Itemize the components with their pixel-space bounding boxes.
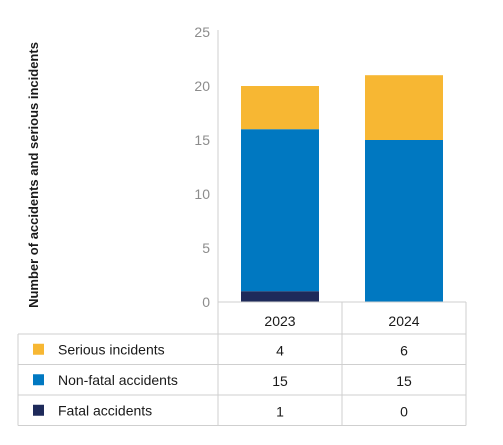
y-tick-label: 25	[194, 24, 210, 40]
bar-segment	[241, 86, 319, 130]
x-category-label: 2024	[388, 313, 419, 329]
plot-area	[241, 75, 443, 302]
y-tick-label: 15	[194, 132, 210, 148]
y-tick-label: 5	[202, 240, 210, 256]
table-cell-value: 15	[272, 373, 288, 389]
bar-segment	[365, 140, 443, 302]
table-cell-value: 6	[400, 342, 408, 358]
y-tick-label: 10	[194, 186, 210, 202]
legend-swatch	[33, 374, 44, 386]
x-category-label: 2023	[264, 313, 295, 329]
y-tick-label: 20	[194, 78, 210, 94]
legend-label: Serious incidents	[58, 341, 165, 357]
table-cell-value: 1	[276, 403, 284, 419]
y-axis: 0 5 10 15 20 25	[194, 24, 219, 310]
bar-segment	[241, 129, 319, 292]
bar-segment	[365, 75, 443, 140]
y-axis-label: Number of accidents and serious incident…	[26, 42, 41, 308]
legend-swatch	[33, 343, 44, 355]
legend-label: Non-fatal accidents	[58, 372, 178, 388]
table-cell-value: 0	[400, 403, 408, 419]
bar-segment	[241, 291, 319, 302]
data-table: 2023 2024 Serious incidents 4 6 Non-fatal acc…	[17, 301, 467, 426]
y-tick-label: 0	[202, 294, 210, 310]
table-cell-value: 4	[276, 342, 284, 358]
table-cell-value: 15	[396, 373, 412, 389]
legend-label: Fatal accidents	[58, 402, 152, 418]
legend-swatch	[33, 404, 44, 416]
